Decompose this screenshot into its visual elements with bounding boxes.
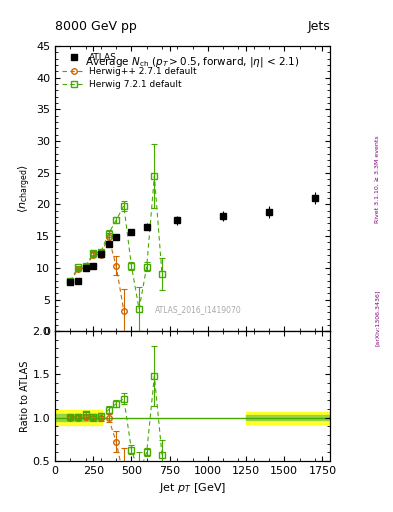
- Text: Average $N_\mathrm{ch}$ ($p_T$$>$0.5, forward, $|\eta|$ < 2.1): Average $N_\mathrm{ch}$ ($p_T$$>$0.5, fo…: [85, 55, 300, 69]
- Text: ATLAS_2016_I1419070: ATLAS_2016_I1419070: [155, 305, 241, 314]
- Text: 8000 GeV pp: 8000 GeV pp: [55, 20, 137, 33]
- Y-axis label: Ratio to ATLAS: Ratio to ATLAS: [20, 360, 29, 432]
- Text: [arXiv:1306.3436]: [arXiv:1306.3436]: [375, 289, 380, 346]
- Y-axis label: $\langle n_\mathrm{charged} \rangle$: $\langle n_\mathrm{charged} \rangle$: [17, 164, 33, 213]
- X-axis label: Jet $p_T$ [GeV]: Jet $p_T$ [GeV]: [159, 481, 226, 495]
- Text: Rivet 3.1.10, ≥ 3.3M events: Rivet 3.1.10, ≥ 3.3M events: [375, 135, 380, 223]
- Legend: ATLAS, Herwig++ 2.7.1 default, Herwig 7.2.1 default: ATLAS, Herwig++ 2.7.1 default, Herwig 7.…: [59, 51, 200, 92]
- Text: Jets: Jets: [307, 20, 330, 33]
